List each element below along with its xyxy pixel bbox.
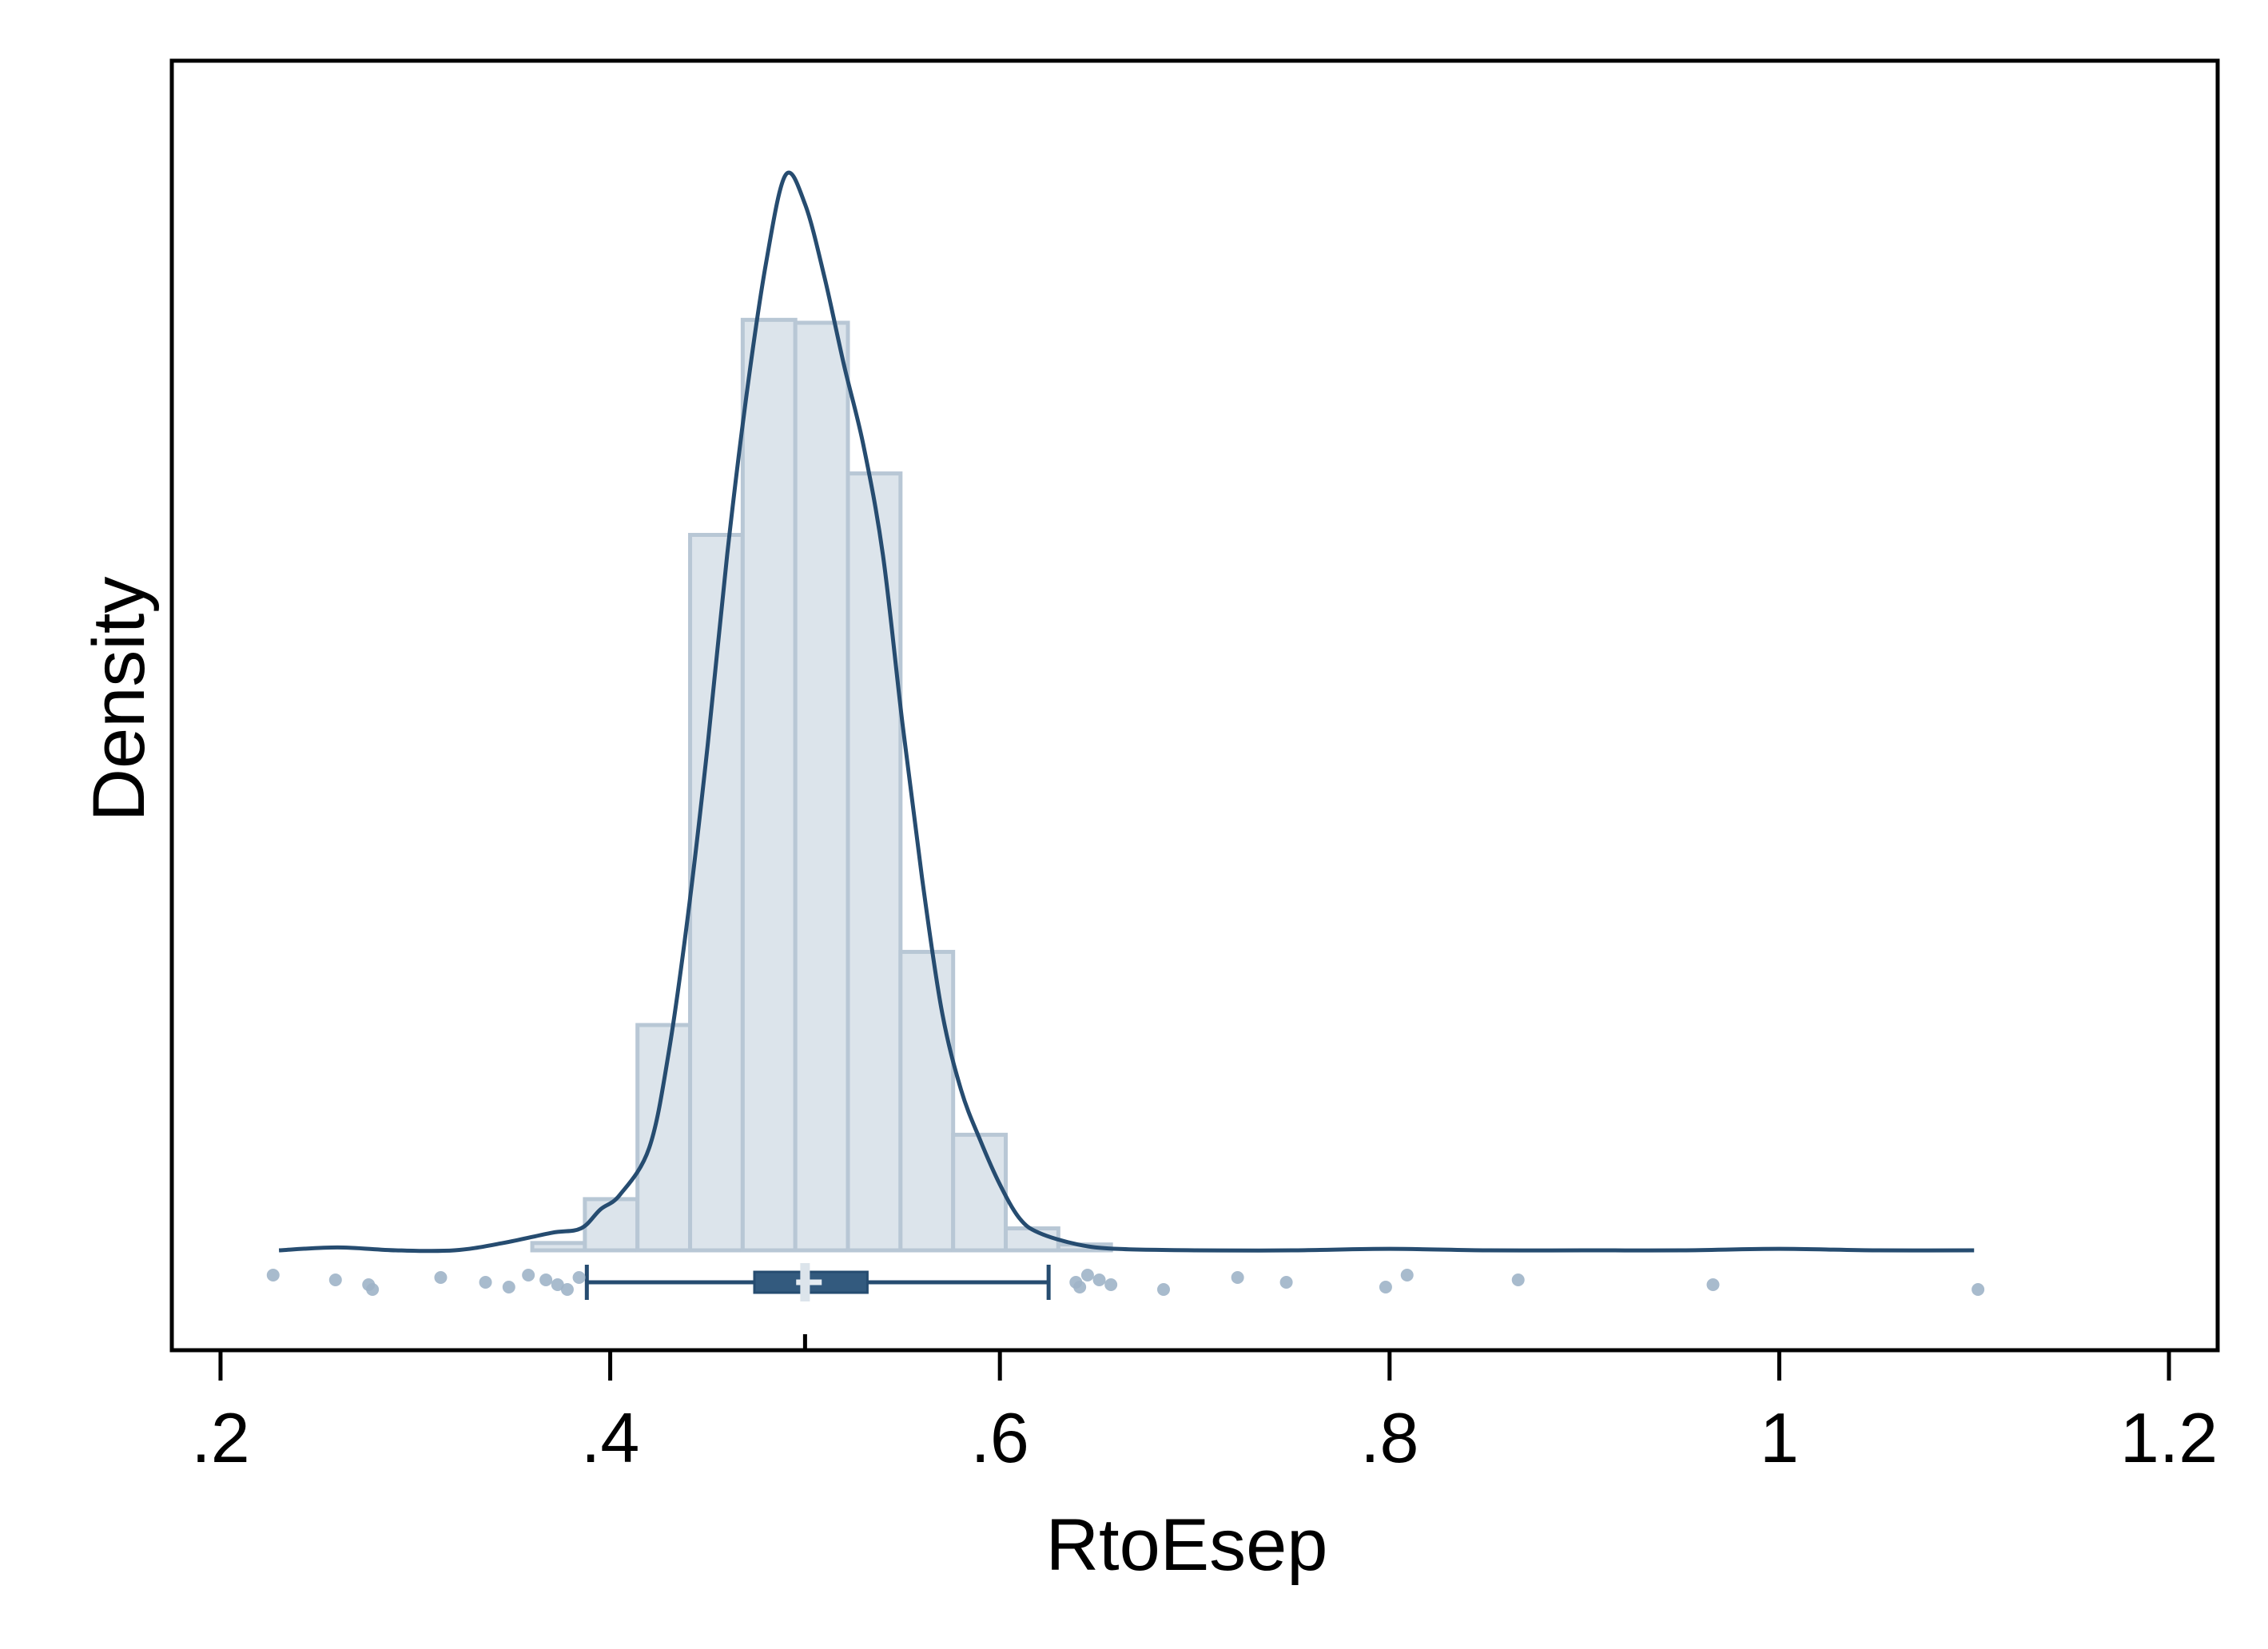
outlier-point xyxy=(434,1271,448,1284)
outlier-point xyxy=(1379,1281,1392,1293)
x-tick-label: .4 xyxy=(581,1398,639,1477)
outlier-point xyxy=(502,1281,515,1293)
histogram-bar xyxy=(740,317,798,1253)
y-axis-title: Density xyxy=(78,577,160,822)
outlier-point xyxy=(1511,1274,1525,1286)
outlier-point xyxy=(560,1283,574,1296)
histogram-bar xyxy=(951,1132,1009,1253)
histogram-bar xyxy=(793,320,850,1253)
outlier-points xyxy=(266,1269,1985,1296)
outlier-point xyxy=(1706,1278,1720,1291)
mean-marker xyxy=(800,1263,810,1301)
histogram-bar xyxy=(583,1197,640,1253)
boxplot-group xyxy=(584,1263,1051,1301)
x-axis-title: RtoEsep xyxy=(1046,1504,1328,1586)
outlier-point xyxy=(539,1274,553,1286)
outlier-point xyxy=(1104,1278,1118,1291)
x-axis: .2 .4 .6 .8 1 1.2 xyxy=(191,1334,2218,1477)
outlier-point xyxy=(1231,1271,1244,1284)
outlier-point xyxy=(1972,1283,1985,1296)
kde-curve-group xyxy=(278,170,1975,1254)
x-tick-label: 1 xyxy=(1760,1398,1799,1477)
outlier-point xyxy=(551,1278,564,1291)
plot-frame xyxy=(169,58,2220,1353)
histogram-bars xyxy=(530,317,1113,1253)
outlier-point xyxy=(1400,1269,1414,1281)
outlier-point xyxy=(1080,1269,1094,1281)
outlier-point xyxy=(572,1271,586,1284)
kde-line xyxy=(278,170,1975,1254)
outlier-point xyxy=(1156,1283,1170,1296)
plot-area xyxy=(172,61,2218,1350)
outlier-point xyxy=(1073,1281,1087,1293)
outlier-point xyxy=(1279,1276,1293,1289)
histogram-bar xyxy=(635,1023,693,1253)
x-tick-label: .8 xyxy=(1360,1398,1418,1477)
outlier-point xyxy=(366,1283,380,1296)
x-tick-label: .6 xyxy=(970,1398,1029,1477)
outlier-point xyxy=(522,1269,535,1281)
histogram-bar xyxy=(1004,1226,1060,1253)
outlier-point xyxy=(328,1274,342,1286)
x-tick-label: 1.2 xyxy=(2120,1398,2218,1477)
histogram-bar xyxy=(846,471,903,1253)
histogram-bar xyxy=(898,949,956,1253)
x-tick-label: .2 xyxy=(191,1398,249,1477)
outlier-point xyxy=(479,1276,492,1289)
outlier-point xyxy=(266,1269,280,1281)
outlier-point xyxy=(1092,1274,1106,1286)
histogram-bar xyxy=(530,1241,587,1253)
